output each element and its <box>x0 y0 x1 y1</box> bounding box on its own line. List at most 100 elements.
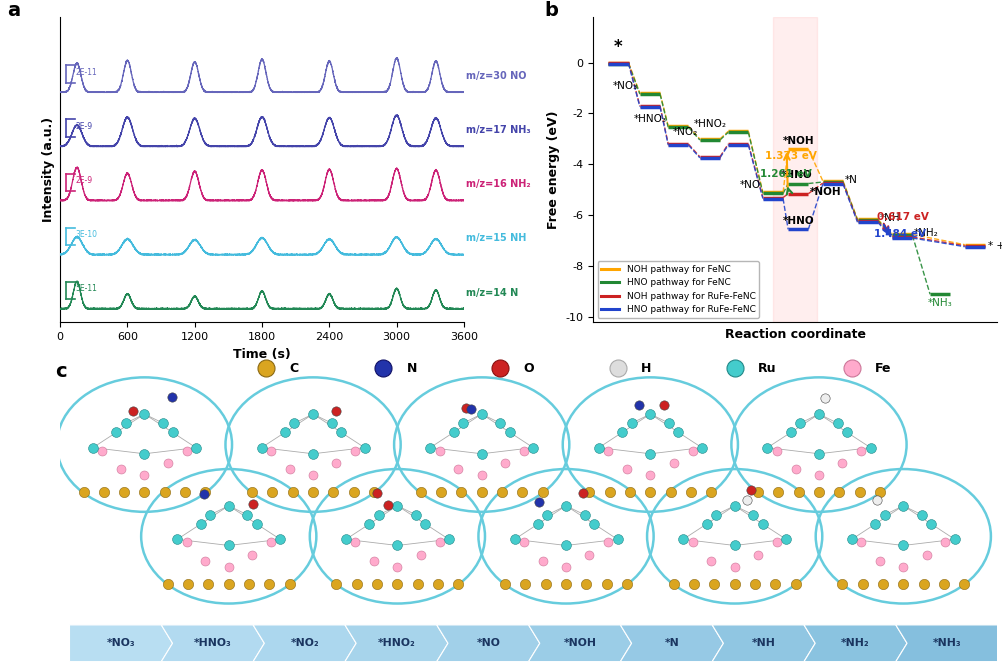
Point <box>706 578 722 589</box>
Point <box>287 418 303 429</box>
Point <box>390 562 406 572</box>
Bar <box>773 17 818 323</box>
Point <box>244 549 261 560</box>
Text: 2E-9: 2E-9 <box>76 176 93 185</box>
Text: *NH₂: *NH₂ <box>914 228 939 238</box>
Point <box>538 578 554 589</box>
Point <box>506 534 522 544</box>
Text: 0.617 eV: 0.617 eV <box>877 212 929 222</box>
Point <box>684 537 700 548</box>
Point <box>811 409 827 420</box>
Point <box>745 510 762 520</box>
Point <box>947 534 963 544</box>
Text: H: H <box>641 361 651 375</box>
Point <box>867 519 883 530</box>
Point <box>348 537 364 548</box>
Point <box>665 458 681 468</box>
Point <box>531 496 547 507</box>
Text: 1.373 eV: 1.373 eV <box>766 152 817 162</box>
Point <box>125 406 141 417</box>
Point <box>791 486 807 497</box>
Text: *HNO: *HNO <box>781 170 813 180</box>
Point <box>349 578 365 589</box>
Point <box>788 578 804 589</box>
Point <box>726 363 742 373</box>
Point <box>642 448 658 459</box>
Point <box>793 418 809 429</box>
Text: *NO: *NO <box>740 180 762 190</box>
Point <box>241 578 258 589</box>
Point <box>675 534 691 544</box>
Text: 5E-11: 5E-11 <box>76 285 98 293</box>
Point <box>642 470 658 480</box>
Point <box>244 486 261 497</box>
Text: m/z=15 NH: m/z=15 NH <box>466 234 527 244</box>
Point <box>591 442 607 453</box>
Point <box>896 562 912 572</box>
Point <box>852 486 868 497</box>
Point <box>192 519 208 530</box>
Point <box>738 495 755 506</box>
Point <box>535 555 551 566</box>
Text: Fe: Fe <box>875 361 892 375</box>
Point <box>514 486 530 497</box>
Point <box>366 555 382 566</box>
Point <box>371 510 387 520</box>
Y-axis label: Intensity (a.u.): Intensity (a.u.) <box>41 117 54 222</box>
Legend: NOH pathway for FeNC, HNO pathway for FeNC, NOH pathway for RuFe-FeNC, HNO pathw: NOH pathway for FeNC, HNO pathway for Fe… <box>597 261 760 318</box>
Point <box>338 534 354 544</box>
Text: Ru: Ru <box>759 361 777 375</box>
Polygon shape <box>712 625 816 661</box>
Point <box>853 537 869 548</box>
Text: *HNO: *HNO <box>783 216 814 226</box>
Text: 1.484 eV: 1.484 eV <box>874 229 926 239</box>
Point <box>558 578 574 589</box>
Point <box>817 393 833 403</box>
Point <box>136 486 152 497</box>
Point <box>642 486 658 497</box>
Point <box>517 578 533 589</box>
Point <box>410 578 426 589</box>
Text: *NOH: *NOH <box>783 136 814 146</box>
Point <box>259 363 275 373</box>
Point <box>164 391 180 402</box>
Point <box>474 448 490 459</box>
Point <box>558 500 574 511</box>
Point <box>684 446 700 456</box>
Point <box>577 510 593 520</box>
Point <box>581 486 597 497</box>
Text: c: c <box>55 362 67 381</box>
Point <box>811 470 827 480</box>
Point <box>136 470 152 480</box>
Point <box>324 418 340 429</box>
Point <box>686 578 702 589</box>
Point <box>446 427 462 438</box>
Point <box>844 363 860 373</box>
Point <box>936 578 952 589</box>
Point <box>200 578 216 589</box>
Point <box>872 486 888 497</box>
Point <box>282 464 298 474</box>
Point <box>108 427 124 438</box>
Text: N: N <box>407 361 417 375</box>
Point <box>558 562 574 572</box>
Point <box>390 578 406 589</box>
Point <box>408 510 424 520</box>
Point <box>197 486 213 497</box>
Point <box>329 578 345 589</box>
Text: *NH₂: *NH₂ <box>842 638 870 648</box>
Point <box>248 519 265 530</box>
Point <box>896 500 912 511</box>
Text: C: C <box>290 361 299 375</box>
Point <box>497 458 513 468</box>
Point <box>366 486 382 497</box>
Point <box>768 578 784 589</box>
Point <box>433 486 449 497</box>
Point <box>117 418 133 429</box>
Point <box>811 448 827 459</box>
Point <box>788 464 804 474</box>
Point <box>156 486 172 497</box>
Point <box>432 537 448 548</box>
Point <box>220 540 236 551</box>
Text: 3E-10: 3E-10 <box>76 230 98 239</box>
